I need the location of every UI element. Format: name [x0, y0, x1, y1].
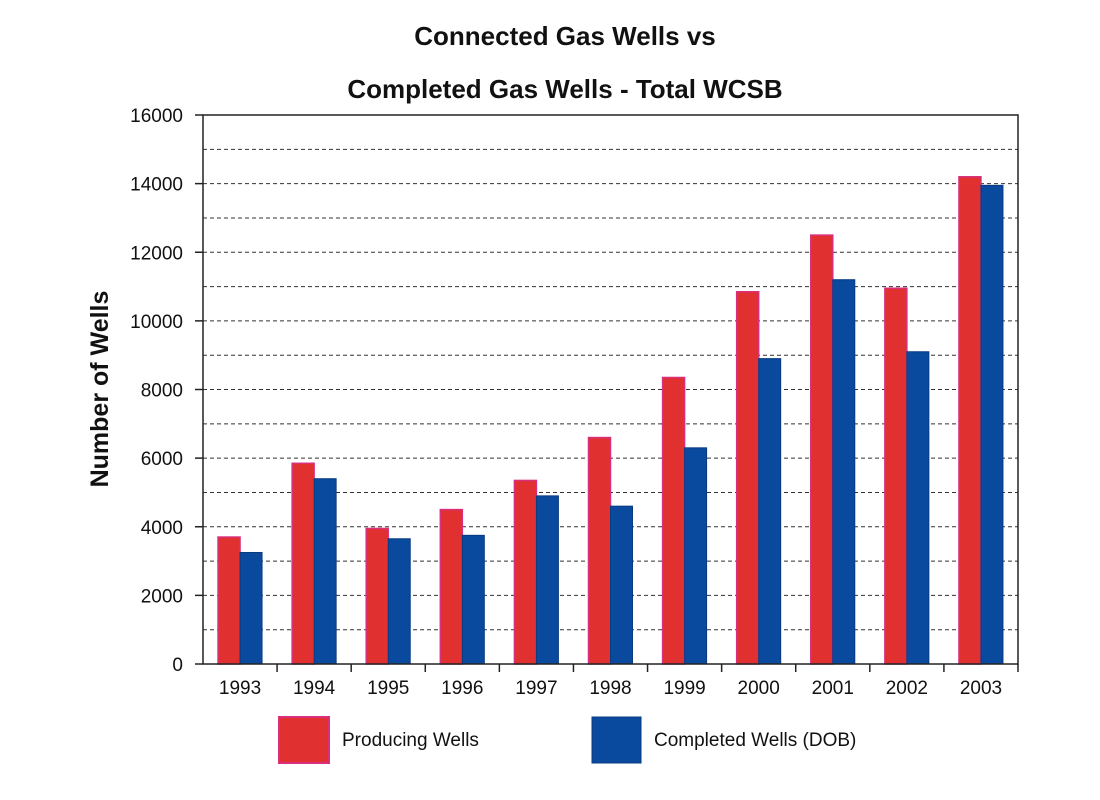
legend-label-producing: Producing Wells: [342, 730, 479, 751]
y-tick-label: 10000: [130, 312, 183, 333]
y-axis-label: Number of Wells: [86, 291, 114, 488]
x-tick-label: 2002: [886, 678, 928, 699]
x-tick-label: 1996: [441, 678, 483, 699]
bar-completed-1997: [535, 495, 559, 665]
legend-label-completed: Completed Wells (DOB): [654, 730, 856, 751]
bar-completed-2000: [758, 358, 782, 665]
x-tick-label: 2003: [960, 678, 1002, 699]
x-tick-label: 1993: [219, 678, 261, 699]
bar-producing-2000: [735, 290, 760, 665]
bar-completed-1993: [239, 551, 263, 665]
x-tick-label: 2000: [738, 678, 780, 699]
legend: Producing Wells Completed Wells (DOB): [278, 716, 856, 764]
bar-completed-1996: [461, 534, 485, 665]
chart-title-line1: Connected Gas Wells vs: [414, 21, 716, 51]
bar-producing-1999: [661, 376, 686, 665]
bar-completed-2003: [980, 184, 1004, 665]
y-tick-label: 14000: [130, 175, 183, 196]
y-tick-label: 16000: [130, 106, 183, 127]
bar-producing-1995: [365, 527, 389, 665]
bar-producing-1998: [587, 436, 612, 665]
bar-producing-1997: [513, 479, 538, 665]
y-tick-label: 12000: [130, 243, 183, 264]
bar-completed-2002: [906, 351, 930, 665]
legend-swatch-producing: [278, 716, 330, 764]
chart-title-line2: Completed Gas Wells - Total WCSB: [347, 74, 782, 104]
legend-swatch-completed: [591, 716, 642, 764]
y-tick-label: 6000: [141, 449, 183, 470]
bar-producing-2001: [810, 234, 834, 665]
bar-producing-1994: [291, 462, 315, 665]
bar-completed-2001: [832, 279, 856, 665]
axes: [195, 114, 1019, 672]
y-tick-label: 8000: [141, 381, 183, 402]
y-tick-label: 2000: [141, 586, 183, 607]
y-tick-label: 0: [172, 655, 183, 676]
x-tick-label: 1997: [515, 678, 557, 699]
x-tick-label: 2001: [812, 678, 854, 699]
bar-producing-1993: [217, 536, 241, 665]
bar-completed-1999: [684, 447, 708, 665]
y-tick-label: 4000: [141, 518, 183, 539]
bars-group: [217, 176, 1004, 665]
bar-producing-1996: [439, 508, 464, 665]
x-tick-label: 1998: [589, 678, 631, 699]
x-tick-labels: 1993 1994 1995 1996 1997 1998 1999 2000 2001 2002…: [219, 678, 1002, 699]
bar-completed-1998: [610, 505, 633, 665]
bar-completed-1994: [313, 478, 337, 665]
bar-producing-2003: [958, 176, 982, 665]
bar-completed-1995: [387, 538, 411, 665]
y-tick-labels: 0 2000 4000 6000 8000 10000 12000 14000 16000: [130, 106, 183, 676]
bar-producing-2002: [884, 287, 908, 665]
x-tick-label: 1995: [367, 678, 409, 699]
x-tick-label: 1994: [293, 678, 336, 699]
x-tick-label: 1999: [663, 678, 705, 699]
